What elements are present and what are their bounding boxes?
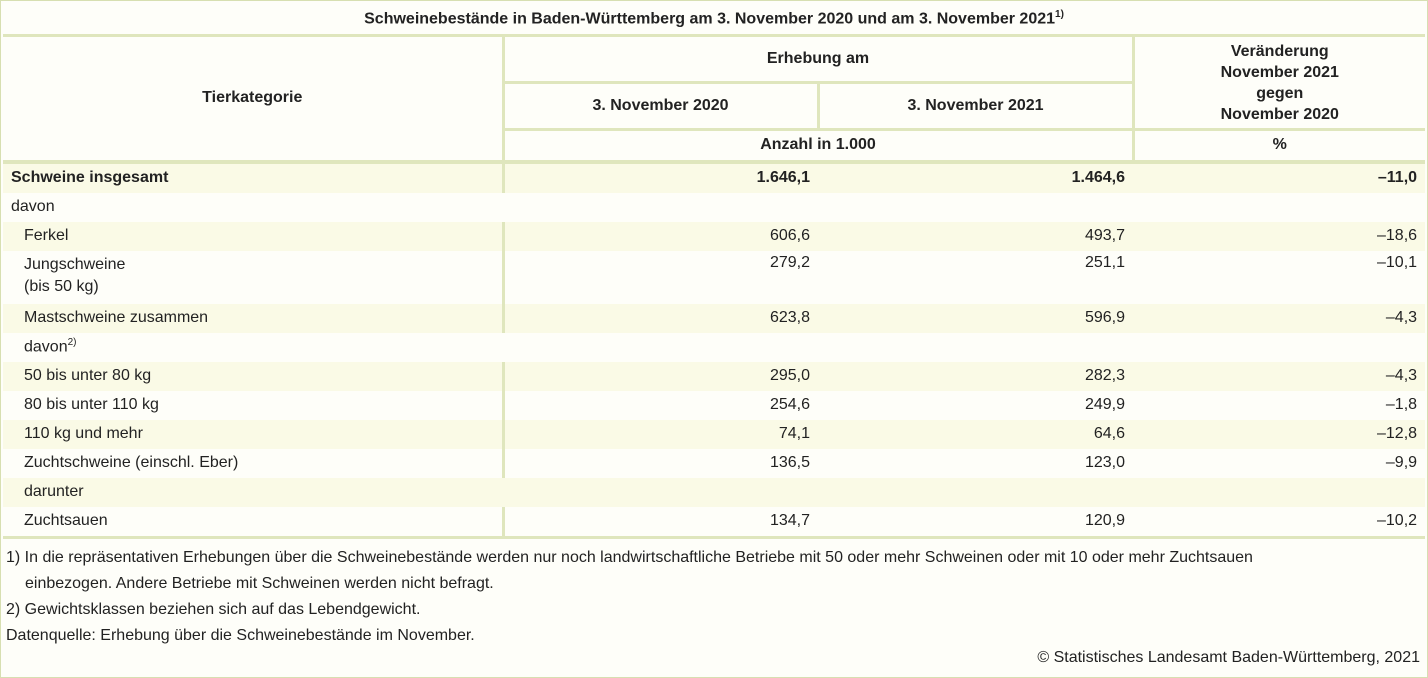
row-label: darunter [3,477,1426,507]
row-label-line: Jungschweine [24,255,126,273]
table-row: 110 kg und mehr 74,1 64,6 –12,8 [3,419,1426,449]
cell-change: –4,3 [1133,361,1426,391]
cell-2020: 254,6 [501,390,818,420]
row-footnote-ref: 2) [67,337,77,349]
cell-change: –18,6 [1133,221,1426,251]
footnotes: 1) In die repräsentativen Erhebungen übe… [6,545,1253,649]
row-label: 50 bis unter 80 kg [3,361,503,391]
cell-2020: 623,8 [501,303,818,333]
cell-2021: 596,9 [818,303,1133,333]
row-label-line: (bis 50 kg) [24,277,99,295]
cell-change: –10,1 [1377,253,1418,271]
title-footnote-ref: 1) [1055,9,1064,21]
footnote-2: 2) Gewichtsklassen beziehen sich auf das… [6,601,421,618]
row-label: 80 bis unter 110 kg [24,396,159,413]
cell-change: –1,8 [1385,396,1418,413]
table-row: 80 bis unter 110 kg 254,6 249,9 –1,8 [3,390,1425,420]
cell-change: –9,9 [1385,454,1418,471]
row-label-text: davon [24,338,68,356]
cell-change: –11,0 [1133,161,1426,193]
header-survey: Erhebung am [501,35,1133,84]
header-category: Tierkategorie [3,35,503,164]
row-label: 110 kg und mehr [3,419,503,449]
table-title-text: Schweinebestände in Baden-Württemberg am… [364,10,1056,28]
row-label: Schweine insgesamt [3,161,503,193]
data-source: Datenquelle: Erhebung über die Schweineb… [6,627,475,644]
cell-2021: 493,7 [818,221,1133,251]
cell-2020: 74,1 [501,419,818,449]
table-row: Jungschweine (bis 50 kg) 279,2 251,1 –10… [3,250,1425,304]
cell-change: –12,8 [1133,419,1426,449]
header-change-line: Veränderung [1230,42,1329,60]
cell-2021: 282,3 [818,361,1133,391]
table-title: Schweinebestände in Baden-Württemberg am… [3,4,1426,37]
header-change-line: November 2021 [1220,63,1339,81]
table-row: darunter [3,477,1426,507]
table-row: Schweine insgesamt 1.646,1 1.464,6 –11,0 [3,161,1426,193]
cell-2021: 120,9 [1084,512,1125,529]
header-unit-count: Anzahl in 1.000 [501,129,1133,164]
cell-change: –10,2 [1377,512,1418,529]
table-row: davon2) [3,333,1425,362]
header-change-line: November 2020 [1220,105,1339,123]
header-change: Veränderung November 2021 gegen November… [1131,35,1426,131]
row-label: Mastschweine zusammen [3,303,503,333]
footnote-1-line-1: 1) In die repräsentativen Erhebungen übe… [6,549,1253,566]
row-label: davon2) [3,333,1425,362]
header-date-2020: 3. November 2020 [501,82,818,131]
header-date-2021: 3. November 2021 [816,82,1133,131]
table-row: Mastschweine zusammen 623,8 596,9 –4,3 [3,303,1426,333]
cell-2021: 251,1 [1084,253,1125,271]
cell-2021: 249,9 [1084,396,1125,413]
row-label: Jungschweine (bis 50 kg) [3,251,503,304]
table-row: Zuchtsauen 134,7 120,9 –10,2 [3,506,1426,537]
header-change-line: gegen [1256,84,1304,102]
table-row: davon [3,193,1425,222]
row-label: Zuchtschweine (einschl. Eber) [24,454,239,471]
footnote-1-line-2: einbezogen. Andere Betriebe mit Schweine… [25,575,494,592]
cell-change: –4,3 [1133,303,1426,333]
table-row: 50 bis unter 80 kg 295,0 282,3 –4,3 [3,361,1426,391]
cell-2020: 279,2 [501,250,818,304]
cell-2021: 64,6 [818,419,1133,449]
row-label: Zuchtsauen [24,512,108,529]
cell-2020: 606,6 [501,221,818,251]
data-table: Schweinebestände in Baden-Württemberg am… [3,4,1426,539]
header-unit-pct: % [1131,129,1426,164]
cell-2020: 1.646,1 [501,161,818,193]
cell-2021: 1.464,6 [818,161,1133,193]
cell-2020: 295,0 [501,361,818,391]
table-row: Ferkel 606,6 493,7 –18,6 [3,221,1426,251]
cell-2020: 134,7 [501,506,818,537]
row-label: Ferkel [3,221,503,251]
row-label: davon [11,198,55,215]
cell-2021: 123,0 [1084,454,1125,471]
copyright-notice: © Statistisches Landesamt Baden-Württemb… [1037,649,1420,666]
cell-2020: 136,5 [501,448,818,478]
table-row: Zuchtschweine (einschl. Eber) 136,5 123,… [3,448,1425,478]
